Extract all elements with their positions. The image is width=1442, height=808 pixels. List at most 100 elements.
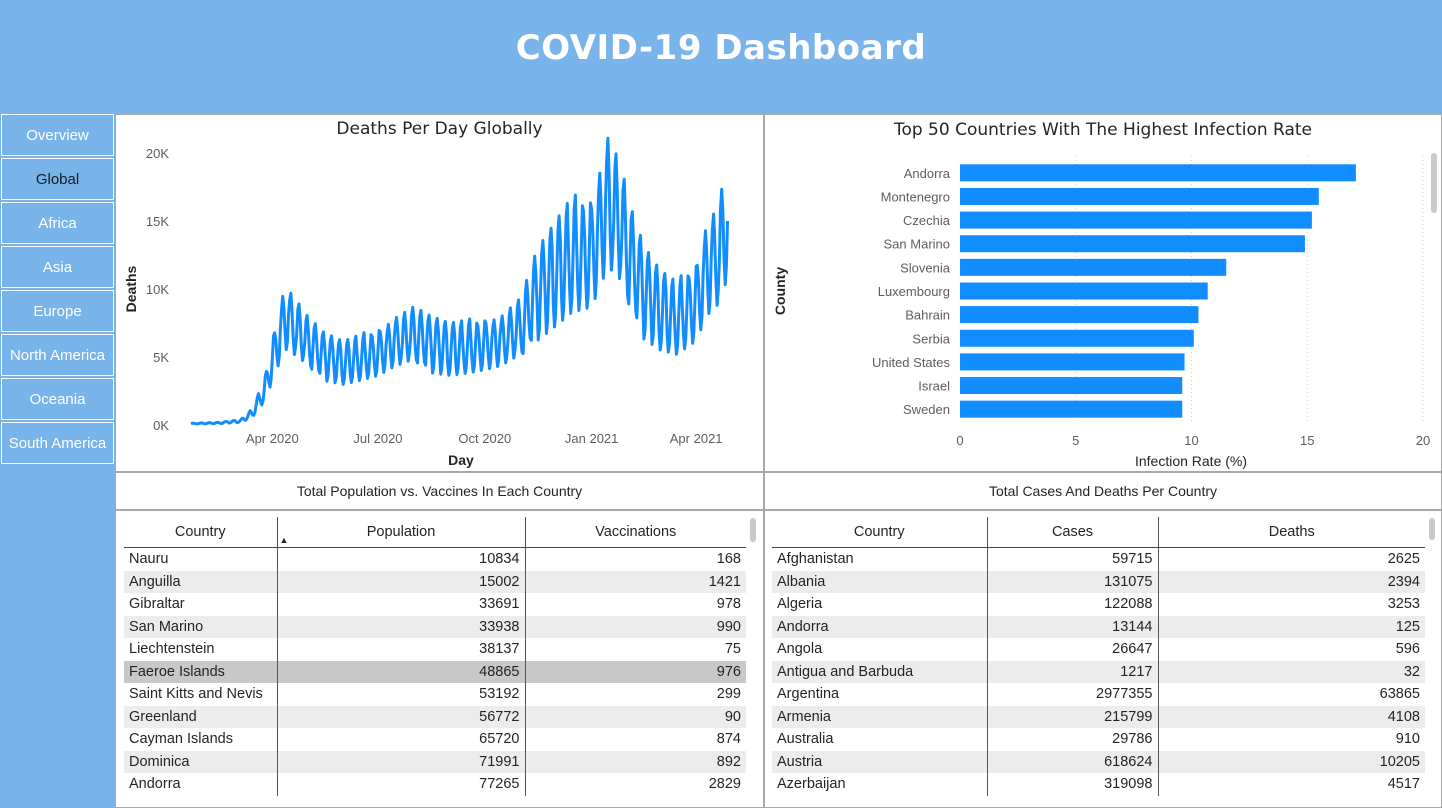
- table-cell: 53192: [276, 683, 525, 706]
- series-line-deaths: [190, 136, 729, 426]
- table-cell: Antigua and Barbuda: [772, 660, 987, 683]
- table-row[interactable]: Andorra 77265 2829: [124, 773, 746, 796]
- category-label: Luxembourg: [878, 284, 950, 299]
- table-row[interactable]: Antigua and Barbuda 1217 32: [772, 660, 1425, 683]
- col-header-population[interactable]: Population ▲: [276, 517, 525, 548]
- nav-item-south-america[interactable]: South America: [1, 422, 114, 464]
- table-cell: Afghanistan: [777, 551, 854, 568]
- col-header-country[interactable]: Country: [124, 517, 277, 548]
- dashboard-header: COVID-19 Dashboard: [0, 0, 1442, 114]
- table-cell: Greenland: [124, 705, 277, 728]
- x-tick-label: Oct 2020: [458, 431, 511, 446]
- table-cell: 3253: [1157, 593, 1425, 616]
- table-row[interactable]: Algeria 122088 3253: [772, 593, 1425, 616]
- table-row[interactable]: Cayman Islands 65720 874: [124, 728, 746, 751]
- page-title: COVID-19 Dashboard: [515, 28, 927, 68]
- cases-deaths-caption: Total Cases And Deaths Per Country: [764, 472, 1442, 510]
- x-tick-label: 5: [1072, 433, 1079, 448]
- table-row[interactable]: Australia 29786 910: [772, 728, 1425, 751]
- table-cell: 77265: [276, 773, 525, 796]
- table-row[interactable]: Saint Kitts and Nevis 53192 299: [124, 683, 746, 706]
- x-tick-label: 10: [1184, 433, 1198, 448]
- col-header-cases[interactable]: Cases: [986, 517, 1158, 548]
- cases-table-scrollbar[interactable]: [1429, 518, 1435, 540]
- nav-item-global[interactable]: Global: [1, 158, 114, 200]
- table-row[interactable]: Nauru 10834 168: [124, 547, 746, 571]
- bar: [960, 377, 1183, 395]
- table-cell: 4108: [1157, 705, 1425, 728]
- table-cell: 13144: [986, 615, 1158, 638]
- deaths-per-day-panel: Deaths Per Day Globally 0K 5K 10K 15K 20K Apr…: [115, 114, 764, 472]
- table-cell: Andorra: [129, 776, 181, 793]
- infection-rate-panel: Top 50 Countries With The Highest Infect…: [764, 114, 1442, 472]
- table-cell: 33691: [276, 593, 525, 616]
- table-cell: 976: [524, 660, 746, 683]
- table-cell: Azerbaijan: [777, 776, 846, 793]
- table-row[interactable]: Gibraltar 33691 978: [124, 593, 746, 616]
- table-cell: 10834: [276, 547, 525, 571]
- table-cell: 4517: [1157, 773, 1425, 796]
- bar: [960, 400, 1183, 418]
- population-table: Country Population ▲ Vaccinations Nauru 10…: [124, 517, 746, 796]
- y-tick-label: 20K: [146, 146, 169, 161]
- table-row[interactable]: Albania 131075 2394: [772, 570, 1425, 593]
- table-row[interactable]: Azerbaijan 319098 4517: [772, 773, 1425, 796]
- table-cell: Albania: [772, 570, 987, 593]
- table-cell: 2625: [1157, 547, 1425, 571]
- table-cell: 892: [524, 750, 746, 773]
- table-cell: 618624: [986, 750, 1158, 773]
- table-cell: 10205: [1157, 750, 1425, 773]
- nav-item-north-america[interactable]: North America: [1, 334, 114, 376]
- table-cell: Austria: [772, 750, 987, 773]
- nav-item-oceania[interactable]: Oceania: [1, 378, 114, 420]
- table-cell: 15002: [276, 570, 525, 593]
- deaths-line-chart: 0K 5K 10K 15K 20K Apr 2020 Jul 2020 Oct 2020 Jan…: [123, 136, 729, 468]
- population-table-scrollbar[interactable]: [750, 518, 756, 542]
- table-cell: 168: [524, 547, 746, 571]
- col-header-deaths[interactable]: Deaths: [1157, 517, 1425, 548]
- table-row[interactable]: Afghanistan 59715 2625: [772, 547, 1425, 571]
- table-cell: 29786: [986, 728, 1158, 751]
- nav-item-asia[interactable]: Asia: [1, 246, 114, 288]
- table-row[interactable]: Liechtenstein 38137 75: [124, 638, 746, 661]
- nav-item-overview[interactable]: Overview: [1, 114, 114, 156]
- table-row[interactable]: Andorra 13144 125: [772, 615, 1425, 638]
- bar: [960, 235, 1305, 253]
- table-cell: 75: [524, 638, 746, 661]
- table-cell: 131075: [986, 570, 1158, 593]
- table-cell: 319098: [986, 773, 1158, 796]
- table-row[interactable]: Angola 26647 596: [772, 638, 1425, 661]
- table-row[interactable]: San Marino 33938 990: [124, 615, 746, 638]
- table-cell: 299: [524, 683, 746, 706]
- sort-ascending-icon[interactable]: ▲: [279, 535, 289, 545]
- table-cell: Cayman Islands: [129, 731, 233, 748]
- table-cell: Armenia: [772, 705, 987, 728]
- table-row[interactable]: Anguilla 15002 1421: [124, 570, 746, 593]
- table-row[interactable]: Armenia 215799 4108: [772, 705, 1425, 728]
- table-cell: 32: [1157, 660, 1425, 683]
- bar: [960, 187, 1319, 205]
- infection-bar-chart: 0 5 10 15 20 Andorra Montenegro Czechia San Mari…: [772, 156, 1430, 469]
- table-row[interactable]: Faeroe Islands 48865 976: [124, 660, 746, 683]
- cases-table: Country Cases Deaths Afghanistan 59715 262…: [772, 517, 1425, 796]
- table-cell: 215799: [986, 705, 1158, 728]
- table-row[interactable]: Dominica 71991 892: [124, 750, 746, 773]
- col-header-vaccinations[interactable]: Vaccinations: [524, 517, 746, 548]
- table-cell: Angola: [777, 641, 823, 658]
- col-header-country[interactable]: Country: [772, 517, 987, 548]
- table-cell: Argentina: [777, 686, 840, 703]
- table-cell: Dominica: [124, 750, 277, 773]
- table-row[interactable]: Austria 618624 10205: [772, 750, 1425, 773]
- table-cell: 33938: [276, 615, 525, 638]
- nav-item-africa[interactable]: Africa: [1, 202, 114, 244]
- table-row[interactable]: Greenland 56772 90: [124, 705, 746, 728]
- bar-chart-title: Top 50 Countries With The Highest Infect…: [893, 120, 1313, 140]
- category-label: Serbia: [912, 331, 950, 346]
- table-cell: 990: [524, 615, 746, 638]
- table-cell: 2829: [524, 773, 746, 796]
- nav-item-europe[interactable]: Europe: [1, 290, 114, 332]
- category-label: Israel: [918, 379, 950, 394]
- bar-chart-scrollbar[interactable]: [1431, 153, 1437, 213]
- table-row[interactable]: Argentina 2977355 63865: [772, 683, 1425, 706]
- table-cell: 65720: [276, 728, 525, 751]
